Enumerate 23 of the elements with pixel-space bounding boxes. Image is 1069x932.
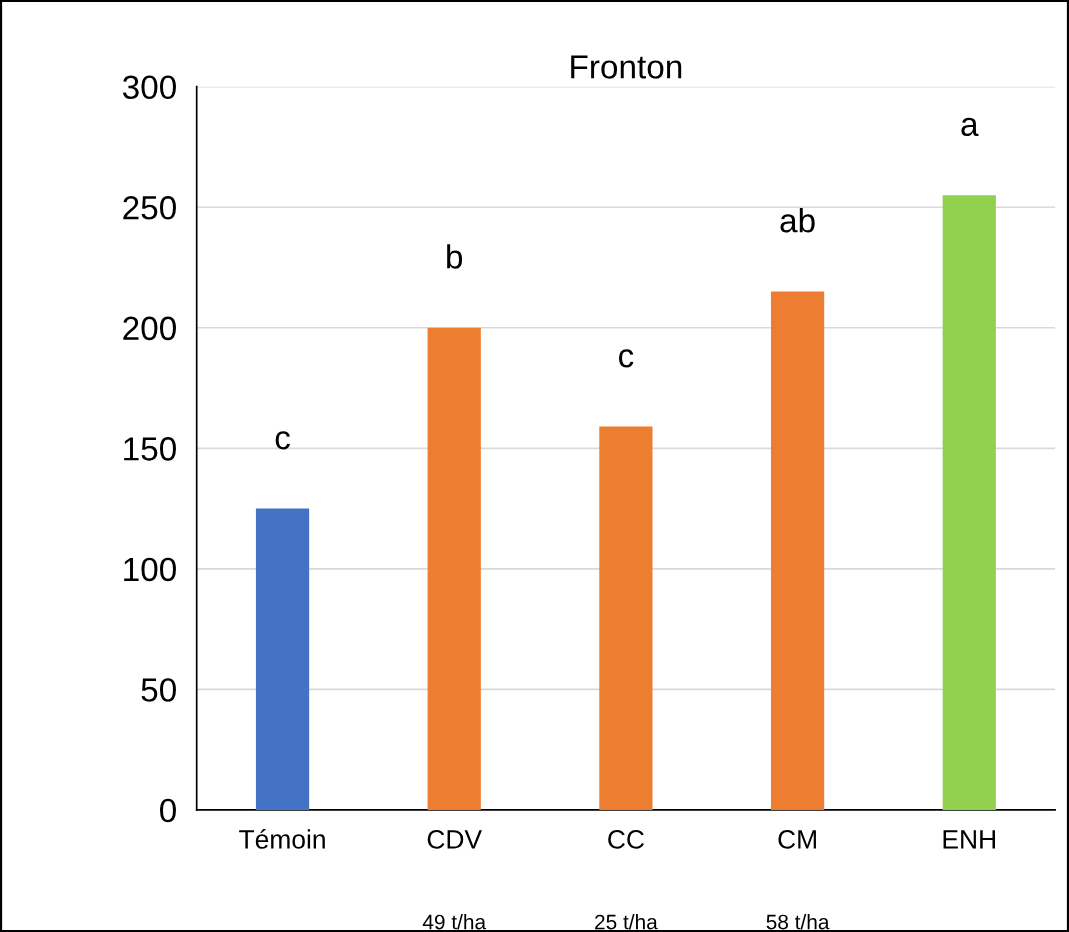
bar <box>942 195 996 810</box>
chart-title: Fronton <box>571 55 682 79</box>
bar <box>770 291 825 810</box>
bar <box>427 327 481 810</box>
bar <box>599 426 653 810</box>
bar <box>255 508 310 810</box>
annotation: b <box>447 244 463 269</box>
category-label: CDV 49 t/ha <box>422 830 487 930</box>
y-tick-label: 0 <box>160 798 176 823</box>
category-label: CM 58 t/ha <box>766 830 830 930</box>
category-label: CC 25 t/ha <box>595 830 658 930</box>
annotation: ab <box>780 208 815 233</box>
annotation: c <box>275 431 290 450</box>
y-tick-label: 150 <box>124 437 176 461</box>
x-tick-label: ENH <box>943 830 995 849</box>
y-tick-label: 100 <box>124 557 176 582</box>
annotation: c <box>618 349 634 368</box>
y-tick-label: 200 <box>123 316 176 341</box>
y-tick-label: 250 <box>123 196 176 220</box>
y-tick-label: 300 <box>122 75 176 100</box>
x-tick-label: Témoin <box>239 829 325 849</box>
y-tick-label: 50 <box>141 678 176 702</box>
annotation: a <box>961 117 979 137</box>
